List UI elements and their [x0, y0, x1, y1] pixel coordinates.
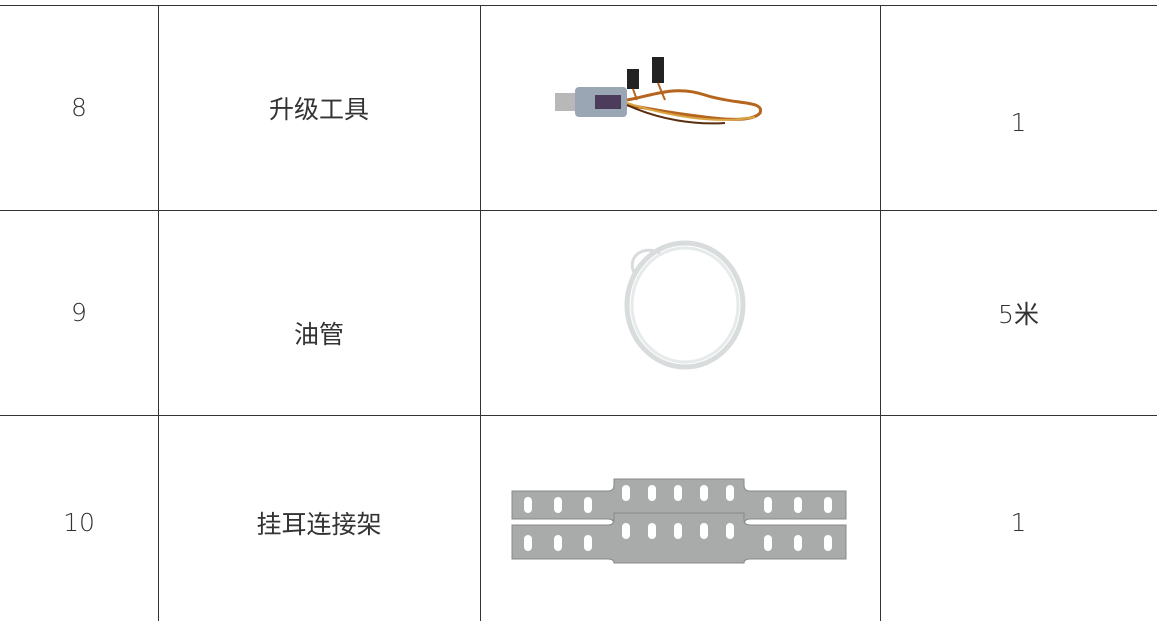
- item-number: 10: [63, 508, 95, 537]
- item-name: 油管: [293, 319, 344, 349]
- row-border: [0, 415, 1157, 416]
- row-border: [0, 5, 1157, 6]
- item-quantity: 5米: [998, 299, 1039, 329]
- tube-image: [624, 240, 746, 370]
- bracket-image: [511, 478, 847, 564]
- column-border: [480, 5, 481, 621]
- item-number: 8: [71, 93, 87, 122]
- item-name: 挂耳连接架: [256, 509, 382, 539]
- column-border: [880, 5, 881, 621]
- item-number: 9: [71, 298, 87, 327]
- item-quantity: 1: [1010, 508, 1027, 537]
- item-quantity: 1: [1010, 108, 1027, 137]
- row-border: [0, 210, 1157, 211]
- item-name: 升级工具: [268, 94, 369, 124]
- column-border: [158, 5, 159, 621]
- usb-tool-image: [555, 57, 762, 125]
